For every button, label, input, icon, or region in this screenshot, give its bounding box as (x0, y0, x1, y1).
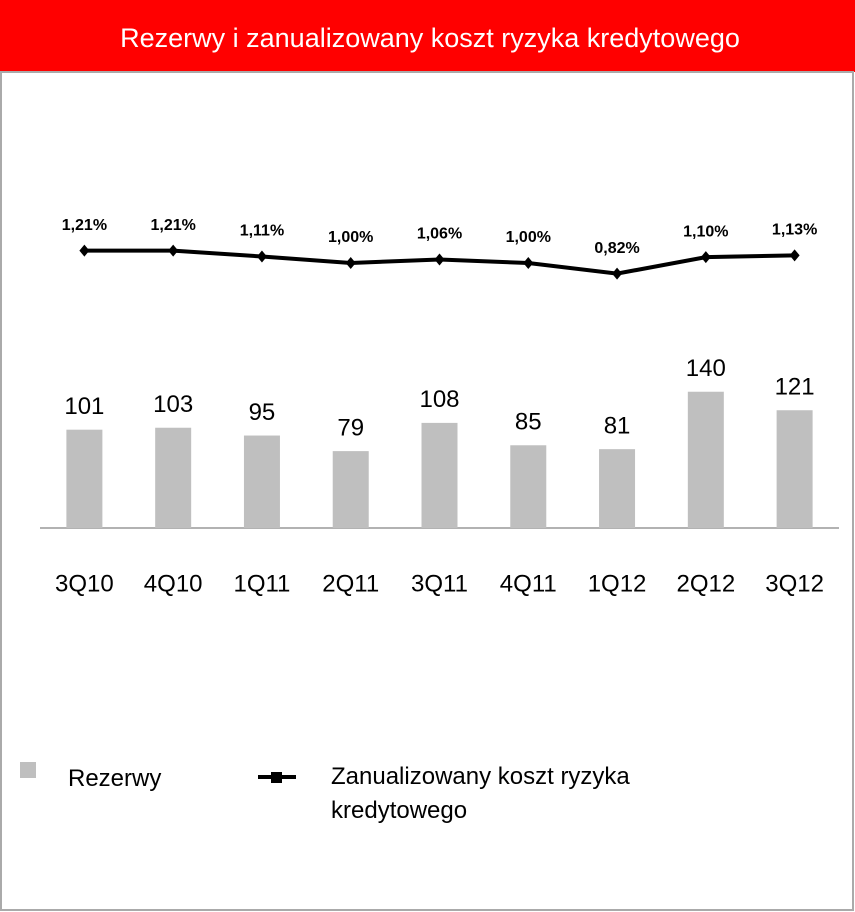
legend-item: Rezerwy (20, 762, 161, 796)
bar (421, 422, 458, 528)
data-label: 101 (64, 393, 104, 420)
data-label: 1,21% (150, 217, 195, 234)
bar (599, 449, 636, 528)
legend-marker (271, 772, 282, 783)
point (789, 249, 800, 262)
point (523, 257, 534, 269)
data-label: 103 (153, 391, 193, 418)
x-tick-label: 1Q12 (588, 570, 647, 597)
x-tick-label: 2Q12 (676, 570, 735, 597)
data-label: 1,11% (240, 223, 284, 240)
bar (66, 429, 103, 528)
point (700, 251, 711, 264)
data-label: 85 (515, 409, 542, 436)
point (612, 267, 623, 280)
legend-label: Zanualizowany koszt ryzyka kredytowego (331, 763, 630, 824)
x-tick-label: 4Q10 (144, 570, 203, 597)
point (256, 250, 267, 263)
data-label: 1,13% (772, 222, 817, 239)
data-label: 1,10% (683, 223, 728, 240)
data-label: 1,06% (417, 226, 462, 243)
x-tick-label: 2Q11 (322, 570, 379, 597)
bar (510, 445, 547, 528)
data-label: 1,00% (328, 229, 373, 246)
bar (687, 391, 724, 528)
bar (332, 451, 369, 528)
data-label: 1,00% (506, 229, 551, 246)
frame (0, 71, 854, 911)
x-tick-label: 4Q11 (500, 570, 557, 597)
data-label: 140 (686, 355, 726, 382)
point (79, 244, 90, 257)
point (168, 244, 179, 257)
x-tick-label: 3Q10 (55, 570, 114, 597)
legend-label: Rezerwy (68, 765, 162, 792)
data-label: 95 (249, 399, 276, 426)
data-label: 108 (419, 386, 459, 413)
data-label: 121 (775, 374, 815, 401)
point (345, 257, 356, 269)
data-label: 79 (337, 414, 364, 441)
legend-swatch (20, 762, 36, 778)
bar (155, 427, 192, 528)
x-tick-label: 3Q12 (765, 570, 824, 597)
x-tick-label: 1Q11 (233, 570, 290, 597)
point (434, 253, 445, 266)
data-label: 81 (604, 413, 631, 440)
bar (243, 435, 280, 528)
legend-swatch (258, 772, 296, 783)
data-label: 0,82% (594, 240, 639, 257)
title-bar (0, 0, 855, 72)
bar (776, 410, 813, 528)
chart-title: Rezerwy i zanualizowany koszt ryzyka kre… (120, 23, 740, 53)
x-tick-label: 3Q11 (411, 570, 468, 597)
data-label: 1,21% (62, 217, 107, 234)
